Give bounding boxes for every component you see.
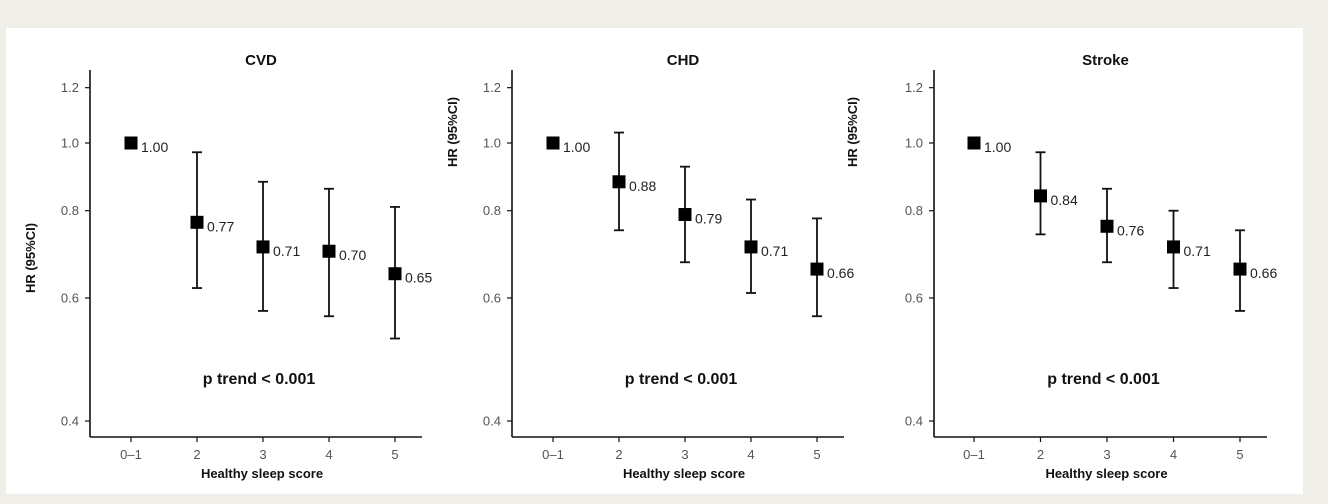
hr-value-label: 0.79: [695, 211, 722, 227]
y-axis-title: HR (95%CI): [845, 97, 860, 167]
hr-point-marker: [1233, 262, 1247, 276]
hr-point-marker: [1034, 189, 1047, 203]
x-tick-label: 2: [615, 447, 622, 462]
y-tick-label: 0.8: [905, 203, 923, 218]
hr-value-label: 0.88: [629, 178, 656, 194]
x-tick-label: 3: [1103, 447, 1110, 462]
figure-canvas: 0.4 0.6 0.8 1.0 1.2 0–1 2 3 4 5 CVD Healthy sleep s…: [6, 28, 1303, 494]
hr-point-marker: [1100, 219, 1114, 233]
panel-title: Stroke: [1082, 52, 1129, 69]
y-tick-label: 0.6: [61, 291, 79, 306]
y-axis-title: HR (95%CI): [23, 223, 38, 293]
p-trend-annotation: p trend < 0.001: [625, 371, 738, 388]
hr-point-marker: [546, 136, 560, 150]
hr-value-label: 0.84: [1051, 192, 1078, 208]
hr-value-label: 1.00: [563, 139, 590, 155]
hr-point-marker: [322, 244, 336, 258]
hr-value-label: 0.70: [339, 247, 366, 263]
y-tick-label: 1.2: [61, 80, 79, 95]
hr-value-label: 1.00: [984, 139, 1011, 155]
hr-value-label: 0.66: [1250, 265, 1277, 281]
y-tick-label: 1.0: [483, 136, 501, 151]
hr-point-marker: [612, 175, 626, 189]
y-tick-label: 0.6: [483, 291, 501, 306]
panel-title: CVD: [245, 52, 277, 69]
y-tick-label: 1.0: [905, 136, 923, 151]
y-tick-label: 1.0: [61, 136, 79, 151]
y-tick-label: 0.4: [483, 414, 501, 429]
y-axis-title: HR (95%CI): [445, 97, 460, 167]
x-tick-label: 0–1: [120, 447, 142, 462]
x-tick-label: 4: [1170, 447, 1177, 462]
hr-point-marker: [190, 215, 204, 229]
x-tick-label: 0–1: [542, 447, 564, 462]
y-tick-label: 1.2: [483, 80, 501, 95]
hr-point-marker: [1167, 240, 1180, 254]
p-trend-annotation: p trend < 0.001: [203, 371, 316, 388]
hr-value-label: 0.71: [273, 243, 300, 259]
panel-title: CHD: [667, 52, 700, 69]
hr-point-marker: [678, 208, 692, 222]
hr-point-marker: [967, 136, 981, 150]
y-tick-label: 1.2: [905, 80, 923, 95]
p-trend-annotation: p trend < 0.001: [1047, 371, 1160, 388]
x-tick-label: 5: [1236, 447, 1243, 462]
x-tick-label: 2: [193, 447, 200, 462]
x-tick-label: 0–1: [963, 447, 985, 462]
hr-value-label: 0.71: [1184, 243, 1211, 259]
x-axis-title: Healthy sleep score: [623, 466, 745, 481]
hr-value-label: 0.66: [827, 265, 854, 281]
hr-value-label: 0.77: [207, 218, 234, 234]
x-axis-title: Healthy sleep score: [1045, 466, 1167, 481]
x-tick-label: 2: [1037, 447, 1044, 462]
x-tick-label: 5: [391, 447, 398, 462]
hr-value-label: 0.76: [1117, 222, 1144, 238]
hr-point-marker: [388, 267, 402, 281]
x-tick-label: 4: [747, 447, 754, 462]
x-tick-label: 3: [681, 447, 688, 462]
hr-point-marker: [256, 240, 270, 254]
y-tick-label: 0.4: [61, 414, 79, 429]
hr-value-label: 1.00: [141, 139, 168, 155]
x-tick-label: 4: [325, 447, 332, 462]
y-tick-label: 0.4: [905, 414, 923, 429]
hr-point-marker: [124, 136, 138, 150]
x-axis-title: Healthy sleep score: [201, 466, 323, 481]
hr-point-marker: [744, 240, 758, 254]
x-tick-label: 5: [813, 447, 820, 462]
y-tick-label: 0.8: [61, 203, 79, 218]
forest-plot-panels: 0.4 0.6 0.8 1.0 1.2 0–1 2 3 4 5 CVD Healthy sleep s…: [23, 52, 1277, 481]
y-tick-label: 0.6: [905, 291, 923, 306]
hr-value-label: 0.71: [761, 243, 788, 259]
x-tick-label: 3: [259, 447, 266, 462]
hr-point-marker: [810, 262, 824, 276]
y-tick-label: 0.8: [483, 203, 501, 218]
hr-value-label: 0.65: [405, 270, 432, 286]
